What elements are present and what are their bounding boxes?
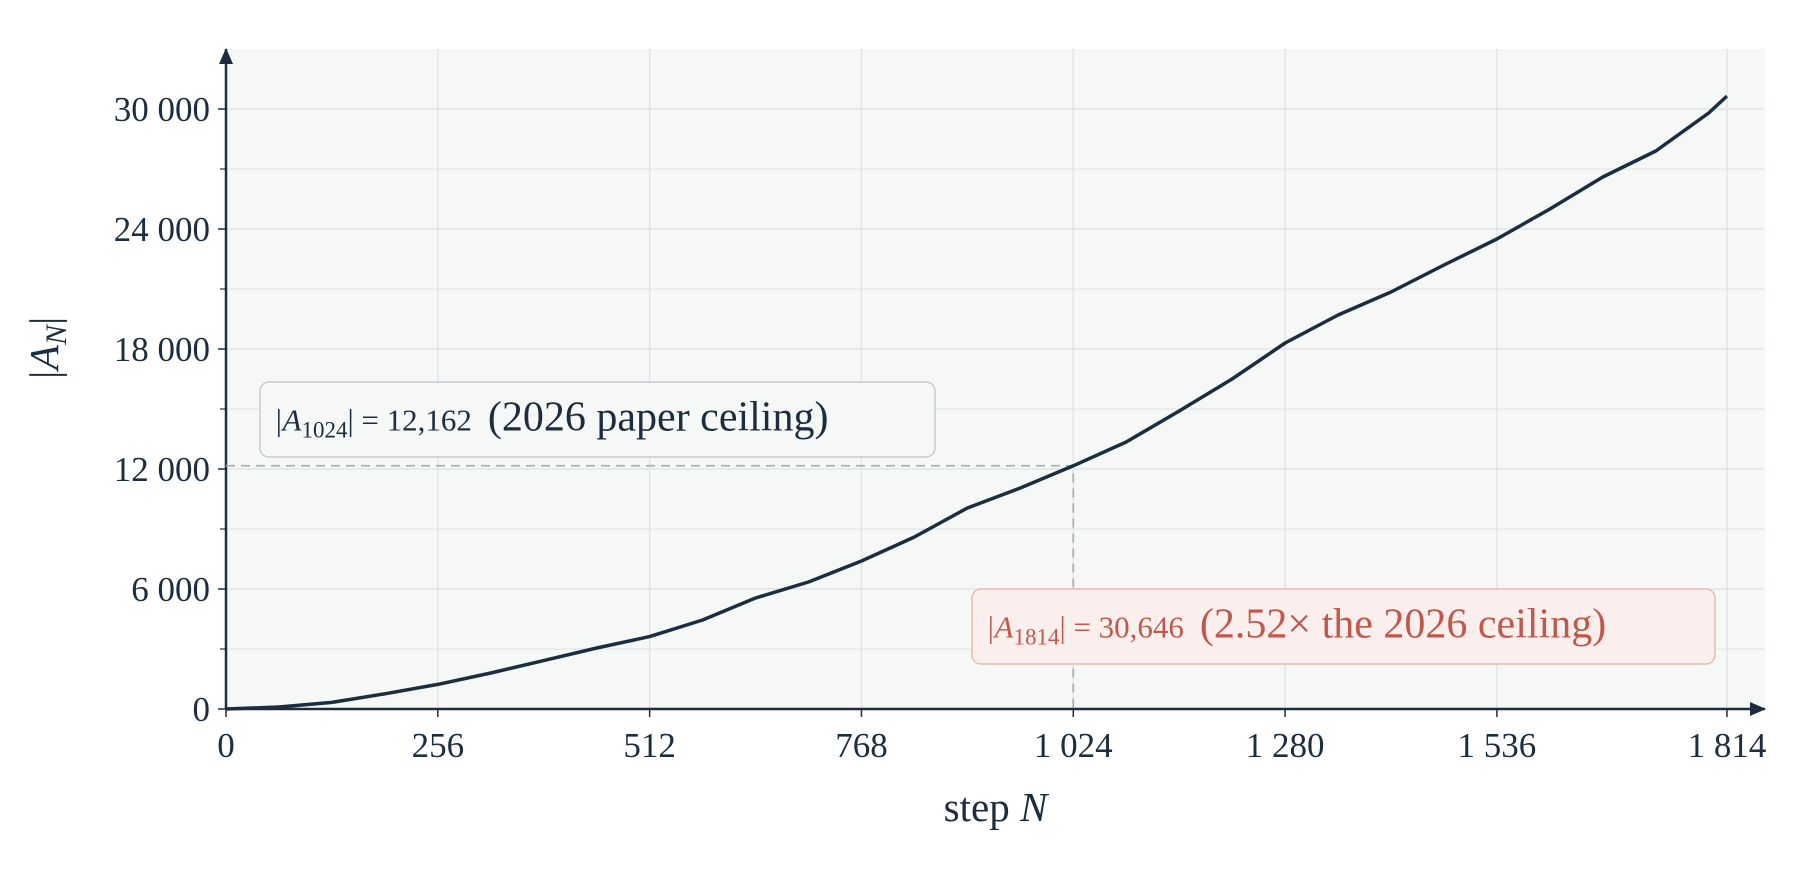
x-tick-label: 256 — [412, 726, 465, 765]
x-tick-label: 1 024 — [1034, 726, 1113, 765]
y-tick-label: 18 000 — [114, 330, 210, 369]
annotation-box — [259, 381, 936, 458]
x-tick-label: 1 814 — [1688, 726, 1767, 765]
annotation-box — [971, 588, 1716, 665]
x-tick-label: 768 — [835, 726, 888, 765]
y-axis-label: |AN| — [21, 317, 73, 382]
y-tick-label: 12 000 — [114, 450, 210, 489]
annotation-subscript: 1024 — [301, 418, 348, 443]
x-tick-label: 1 536 — [1458, 726, 1537, 765]
y-axis-arrow — [219, 48, 233, 64]
x-axis-label: step N — [944, 784, 1050, 830]
y-tick-label: 6 000 — [131, 570, 210, 609]
x-axis-label-text: step — [944, 784, 1020, 830]
y-tick-label: 0 — [193, 690, 211, 729]
y-axis-label-subscript: N — [40, 323, 73, 346]
annotation-note: (2.52× the 2026 ceiling) — [1200, 602, 1606, 648]
x-axis-label-symbol: N — [1019, 784, 1050, 830]
annotation-symbol: |A — [986, 610, 1015, 645]
x-tick-label: 1 280 — [1246, 726, 1325, 765]
y-axis-label-symbol: |A — [21, 344, 67, 381]
y-tick-label: 24 000 — [114, 210, 210, 249]
y-axis-label-suffix: | — [21, 317, 67, 325]
annotation-text: |A1814| = 30,646 (2.52× the 2026 ceiling) — [986, 602, 1606, 650]
x-tick-label: 0 — [217, 726, 235, 765]
y-tick-label: 30 000 — [114, 90, 210, 129]
x-axis-arrow — [1750, 702, 1766, 716]
data-line — [225, 94, 1729, 711]
annotation-value: | = 12,162 — [347, 403, 471, 438]
annotation-subscript: 1814 — [1013, 625, 1060, 650]
x-tick-label: 512 — [623, 726, 676, 765]
annotation-note: (2026 paper ceiling) — [488, 395, 829, 441]
annotation-symbol: |A — [274, 403, 303, 438]
annotation-value: | = 30,646 — [1059, 610, 1183, 645]
annotation-text: |A1024| = 12,162 (2026 paper ceiling) — [274, 395, 828, 443]
